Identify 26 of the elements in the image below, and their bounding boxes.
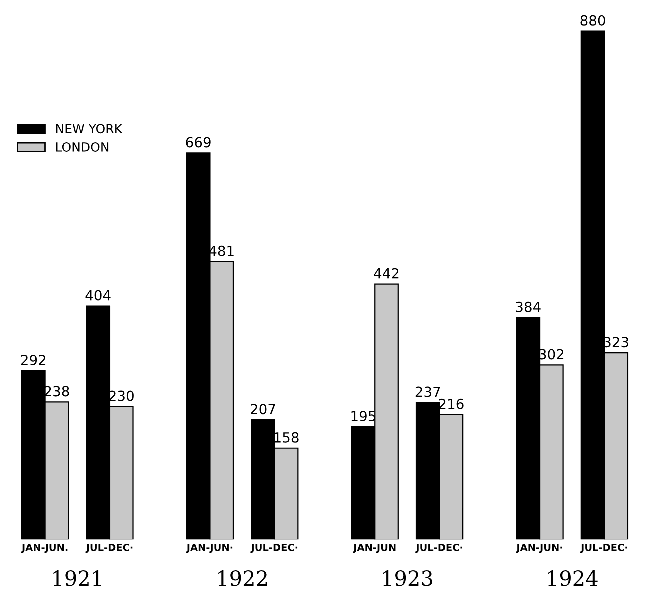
data-label: 207 [251, 404, 276, 415]
x-tick-label: JUL-DEC· [416, 544, 462, 554]
legend-label: LONDON [56, 142, 109, 152]
data-label: 669 [186, 137, 211, 148]
data-label: 442 [374, 268, 399, 279]
text: 1923 [383, 570, 432, 586]
x-tick-label: JUL-DEC· [580, 544, 628, 554]
legend-label: NEW YORK [56, 124, 123, 134]
data-label: 404 [86, 290, 111, 301]
x-tick-label: JAN-JUN· [186, 544, 233, 554]
data-label: 237 [416, 386, 440, 398]
text: 1922 [218, 570, 268, 586]
data-label: 230 [109, 390, 134, 402]
data-label: 323 [604, 337, 628, 348]
x-tick-label: JUL-DEC· [86, 544, 133, 554]
data-label: 302 [539, 349, 564, 360]
data-label: 384 [516, 302, 541, 312]
x-tick-label: JAN-JUN. [21, 544, 68, 554]
x-tick-label: JAN-JUN· [516, 544, 562, 554]
data-label: 292 [21, 354, 46, 366]
text: 1924 [548, 570, 598, 586]
x-tick-label: JAN-JUN [353, 544, 396, 554]
text: 1921 [54, 570, 102, 586]
data-label: 880 [580, 15, 606, 26]
x-tick-label: JUL-DEC· [250, 544, 298, 554]
data-label: 481 [209, 246, 234, 256]
